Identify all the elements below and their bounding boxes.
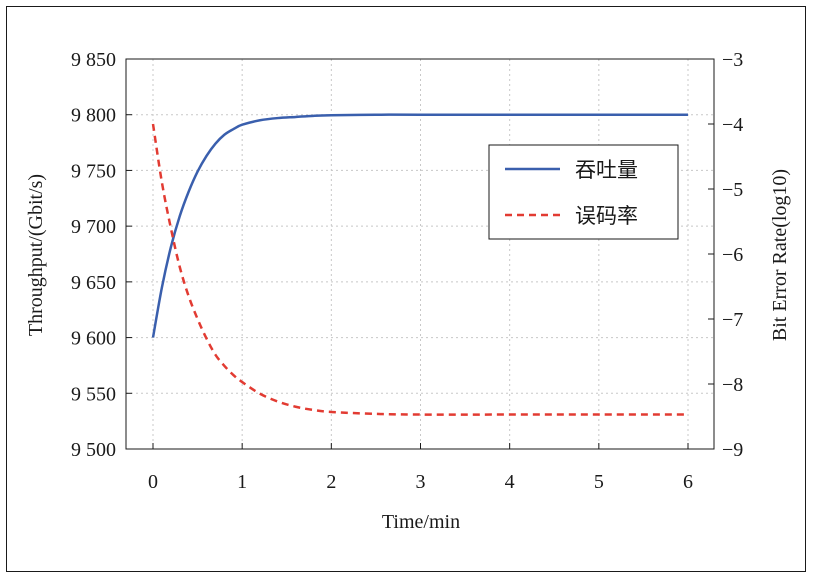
left-tick-label: 9 850 <box>71 49 116 71</box>
left-tick-label: 9 750 <box>71 160 116 182</box>
grid <box>126 58 714 450</box>
x-tick-label: 3 <box>416 471 426 493</box>
left-tick-label: 9 700 <box>71 216 116 238</box>
right-tick-label: −4 <box>722 114 743 136</box>
legend-box <box>488 144 679 240</box>
legend-label-throughput: 吞吐量 <box>575 158 638 182</box>
legend-label-ber: 误码率 <box>575 204 638 228</box>
legend: 吞吐量 误码率 <box>488 144 679 240</box>
series-layer <box>151 113 688 416</box>
x-tick-label: 6 <box>683 471 693 493</box>
left-tick-label: 9 500 <box>71 439 116 461</box>
right-tick-label: −6 <box>722 244 743 266</box>
left-tick-label: 9 800 <box>71 105 116 127</box>
left-y-axis: 9 500 9 550 9 600 9 650 9 700 9 750 9 800 9 850 <box>71 49 132 461</box>
x-tick-label: 4 <box>505 471 515 493</box>
x-tick-label: 2 <box>326 471 336 493</box>
right-y-axis-label: Bit Error Rate(log10) <box>769 169 791 341</box>
series-line-ber <box>151 123 688 416</box>
x-tick-label: 5 <box>594 471 604 493</box>
right-tick-label: −9 <box>722 439 743 461</box>
x-tick-label: 0 <box>148 471 158 493</box>
right-tick-label: −3 <box>722 49 743 71</box>
x-axis: 0 1 2 3 4 5 6 <box>148 443 693 493</box>
right-y-axis: −9 −8 −7 −6 −5 −4 −3 <box>708 49 743 461</box>
x-axis-label: Time/min <box>382 511 460 533</box>
left-y-axis-label: Throughput/(Gbit/s) <box>25 174 47 336</box>
right-tick-label: −5 <box>722 179 743 201</box>
left-tick-label: 9 650 <box>71 272 116 294</box>
right-tick-label: −7 <box>722 309 743 331</box>
left-tick-label: 9 550 <box>71 383 116 405</box>
x-tick-label: 1 <box>237 471 247 493</box>
right-tick-label: −8 <box>722 374 743 396</box>
series-line-throughput <box>151 113 688 338</box>
left-tick-label: 9 600 <box>71 328 116 350</box>
figure-frame <box>6 6 806 572</box>
